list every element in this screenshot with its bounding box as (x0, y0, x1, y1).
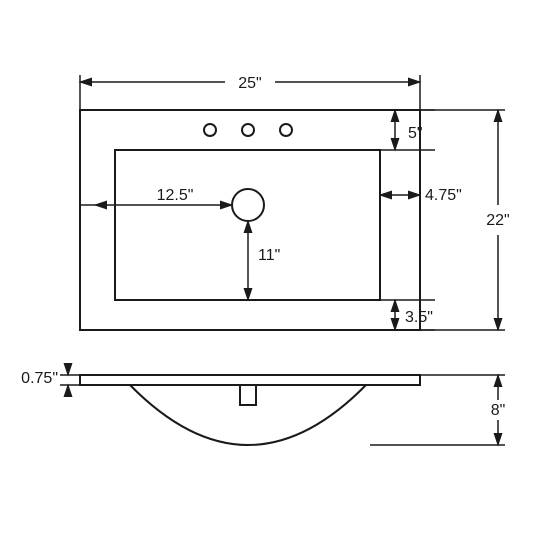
dim-basin-bottom: 3.5" (380, 300, 435, 330)
faucet-hole (280, 124, 292, 136)
dim-drain-left: 12.5" (80, 187, 232, 215)
faucet-hole (204, 124, 216, 136)
dim-thickness: 0.75" (21, 368, 80, 392)
dim-height: 22" (420, 110, 510, 330)
dim-height-label: 22" (486, 212, 509, 229)
side-view (80, 375, 420, 445)
faucet-hole (242, 124, 254, 136)
drain-stem (240, 385, 256, 405)
dim-drain-left-label: 12.5" (157, 187, 194, 204)
sink-dimension-diagram: 25" 22" 5" 4.75" 3.5" 12.5" 11" (0, 0, 550, 550)
dim-width: 25" (80, 75, 420, 110)
dim-width-label: 25" (238, 75, 261, 92)
dim-basin-bottom-label: 3.5" (405, 309, 433, 326)
dim-thickness-label: 0.75" (21, 370, 58, 387)
dim-basin-right-label: 4.75" (425, 187, 462, 204)
dim-basin-top: 5" (380, 110, 435, 150)
dim-drain-top: 11" (248, 221, 280, 300)
drain-hole (232, 189, 264, 221)
counter-slab (80, 375, 420, 385)
dim-basin-top-label: 5" (408, 125, 423, 142)
dim-drain-top-label: 11" (258, 247, 280, 264)
top-view (80, 110, 420, 330)
dim-side-depth-label: 8" (491, 402, 506, 419)
bowl-curve (130, 385, 366, 445)
